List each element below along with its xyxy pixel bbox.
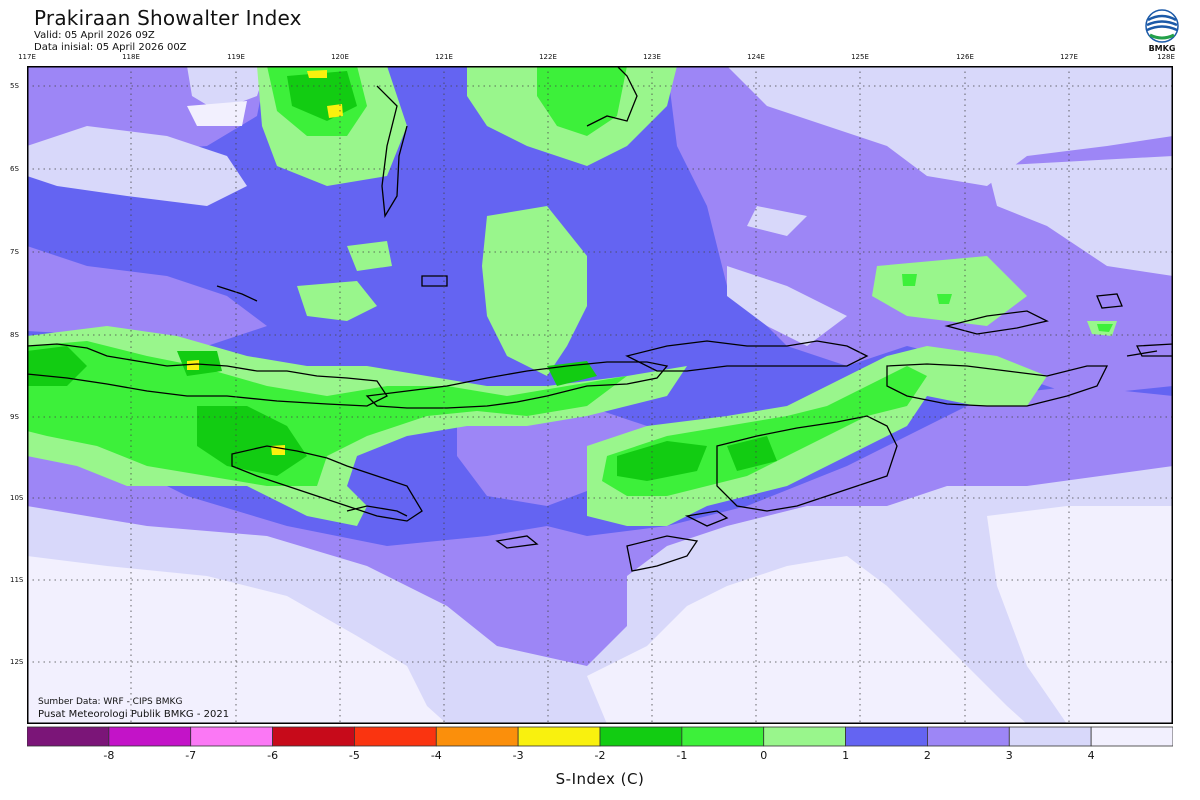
initial-time: Data inisial: 05 April 2026 00Z [34, 42, 187, 53]
data-source-credit: Sumber Data: WRF - CIPS BMKG [38, 697, 183, 707]
field-neg2-neg1 [27, 71, 777, 481]
lat-label: 9S [10, 413, 19, 421]
lon-label: 126E [956, 53, 974, 61]
colorbar-swatch [27, 726, 110, 747]
colorbar-tick-label: 3 [1005, 749, 1013, 762]
colorbar-swatch [763, 726, 846, 747]
colorbar-tick-label: -2 [594, 749, 606, 762]
lon-label: 121E [435, 53, 453, 61]
colorbar-swatch [108, 726, 192, 747]
graticule [27, 66, 1173, 724]
colorbar-tick-label: 4 [1087, 749, 1095, 762]
colorbar-swatch [190, 726, 273, 747]
colorbar-swatch [1090, 726, 1173, 747]
colorbar-tick-label: -7 [185, 749, 197, 762]
lon-label: 128E [1157, 53, 1175, 61]
colorbar-swatch [845, 726, 928, 747]
colorbar-swatch [517, 726, 601, 747]
colorbar-tick-label: -6 [267, 749, 279, 762]
lat-label: 7S [10, 248, 19, 256]
map-frame [27, 66, 1173, 724]
colorbar-tick-label: -3 [512, 749, 524, 762]
colorbar-tick-label: -1 [676, 749, 688, 762]
colorbar-tick-label: -4 [430, 749, 442, 762]
lon-label: 124E [747, 53, 765, 61]
field-neg3-neg2 [187, 70, 343, 455]
colorbar-swatch [599, 726, 683, 747]
logo-label: BMKG [1148, 44, 1176, 53]
colorbar-tick-label: -5 [348, 749, 360, 762]
lat-label: 11S [10, 576, 24, 584]
bmkg-emblem [1145, 9, 1179, 43]
colorbar-swatch [927, 726, 1010, 747]
lon-label: 125E [851, 53, 869, 61]
coastlines [27, 66, 1173, 572]
lat-label: 10S [10, 494, 24, 502]
colorbar-swatch [354, 726, 437, 747]
lat-label: 12S [10, 658, 24, 666]
colorbar-tick-label: 2 [923, 749, 931, 762]
lon-label: 123E [643, 53, 661, 61]
bmkg-logo-icon: BMKG [1144, 8, 1180, 58]
colorbar-tick-label: -8 [103, 749, 115, 762]
colorbar-swatch [681, 726, 765, 747]
lon-label: 127E [1060, 53, 1078, 61]
colorbar-title: S-Index (C) [555, 770, 645, 788]
valid-time: Valid: 05 April 2026 09Z [34, 30, 155, 41]
colorbar-tick-label: 0 [760, 749, 768, 762]
colorbar-swatch [272, 726, 355, 747]
lon-label: 120E [331, 53, 349, 61]
lat-label: 8S [10, 331, 19, 339]
lon-label: 119E [227, 53, 245, 61]
lon-label: 117E [18, 53, 36, 61]
colorbar [27, 726, 1173, 747]
lat-label: 6S [10, 165, 19, 173]
colorbar-swatch [435, 726, 519, 747]
colorbar-tick-label: 1 [842, 749, 850, 762]
lat-label: 5S [10, 82, 19, 90]
agency-credit: Pusat Meteorologi Publik BMKG - 2021 [38, 709, 230, 720]
lon-label: 118E [122, 53, 140, 61]
lon-label: 122E [539, 53, 557, 61]
colorbar-swatch [1008, 726, 1092, 747]
map-title: Prakiraan Showalter Index [34, 6, 302, 30]
showalter-index-map [27, 66, 1173, 724]
field-gt-4 [27, 101, 1173, 724]
